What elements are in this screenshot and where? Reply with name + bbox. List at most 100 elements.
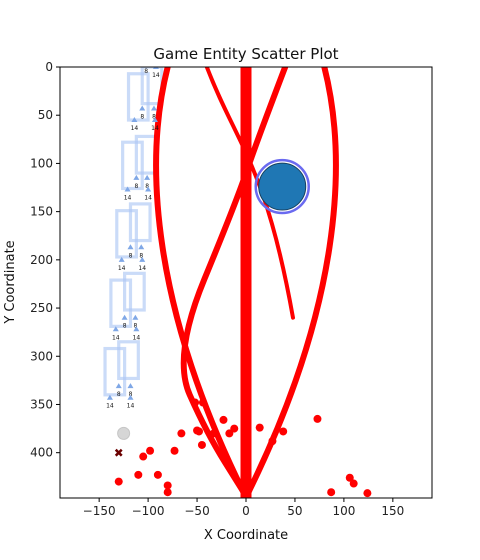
- small-triangle-marker: [144, 174, 151, 180]
- red-point: [209, 429, 218, 438]
- circle-halo: [254, 158, 310, 215]
- entity-frame: [123, 271, 146, 312]
- small-triangle-marker: [133, 174, 140, 180]
- red-point: [349, 479, 358, 488]
- marker-label: 14: [133, 334, 141, 341]
- trajectory-curve: [153, 67, 247, 495]
- marker-label: 8: [123, 323, 127, 330]
- small-triangle-marker: [143, 60, 149, 65]
- small-triangle-marker: [133, 326, 140, 332]
- entity-frame: [103, 346, 127, 397]
- red-point: [225, 429, 234, 438]
- y-tick-label: 300: [30, 349, 53, 363]
- entity-frame: [109, 278, 133, 328]
- x-tick-label: 0: [242, 504, 250, 518]
- x-tick-label: 100: [332, 504, 355, 518]
- small-triangle-marker: [139, 256, 146, 262]
- small-triangle-marker: [145, 186, 152, 192]
- red-point: [163, 481, 172, 490]
- red-point: [230, 424, 239, 433]
- entity-frame: [117, 340, 140, 381]
- small-triangle-marker: [151, 117, 158, 123]
- marker-label: 14: [131, 125, 139, 132]
- red-point: [197, 440, 206, 449]
- marker-label: 8: [144, 68, 148, 75]
- red-point: [177, 429, 186, 438]
- marker-label: 8: [133, 323, 137, 330]
- y-axis-title: Y Coordinate: [3, 240, 18, 324]
- small-triangle-marker: [127, 383, 134, 389]
- marker-label: 8: [134, 183, 138, 190]
- marker-label: 14: [106, 403, 114, 410]
- red-point: [363, 489, 372, 498]
- marker-label: 8: [145, 183, 149, 190]
- small-triangle-marker: [112, 326, 119, 332]
- marker-label: 14: [138, 265, 146, 272]
- red-point: [345, 473, 354, 482]
- x-tick-label: 50: [287, 504, 302, 518]
- red-point: [134, 470, 143, 479]
- x-tick-label: −100: [132, 504, 165, 518]
- marker-label: 14: [127, 403, 135, 410]
- trajectory-curve: [180, 67, 289, 495]
- red-point: [198, 398, 207, 407]
- hollow-marker: [240, 485, 252, 498]
- marker-label: 8: [152, 113, 156, 120]
- y-tick-label: 200: [30, 253, 53, 267]
- x-marker: [114, 448, 123, 457]
- entity-frame: [128, 202, 152, 243]
- marker-label: 8: [139, 252, 143, 259]
- red-point: [153, 470, 162, 479]
- y-tick-label: 400: [30, 446, 53, 460]
- y-tick-label: 50: [38, 108, 53, 122]
- marker-label: 14: [144, 194, 152, 201]
- small-triangle-marker: [150, 105, 157, 111]
- y-tick-label: 150: [30, 205, 53, 219]
- red-point: [191, 398, 200, 407]
- x-tick-label: −50: [184, 504, 209, 518]
- y-tick-label: 250: [30, 301, 53, 315]
- red-point: [139, 452, 148, 461]
- x-tick-label: −150: [83, 504, 116, 518]
- blue-circle-marker: [258, 162, 307, 211]
- small-triangle-marker: [124, 186, 131, 192]
- small-triangle-marker: [139, 105, 146, 111]
- chart-title: Game Entity Scatter Plot: [153, 45, 338, 63]
- y-tick-label: 100: [30, 156, 53, 170]
- trajectory-curve: [245, 67, 339, 495]
- small-triangle-marker: [118, 256, 125, 262]
- red-point: [163, 488, 172, 497]
- entity-frame: [126, 72, 150, 122]
- marker-label: 8: [140, 113, 144, 120]
- gray-circle-marker: [117, 426, 131, 440]
- red-point: [114, 477, 123, 486]
- x-axis-title: X Coordinate: [204, 528, 288, 543]
- red-point: [219, 415, 228, 424]
- red-point: [313, 414, 322, 423]
- red-point: [327, 488, 336, 497]
- red-point: [255, 423, 264, 432]
- red-point: [195, 427, 204, 436]
- x-tick-label: 150: [381, 504, 404, 518]
- small-triangle-marker: [132, 314, 139, 320]
- small-triangle-marker: [138, 244, 145, 250]
- small-triangle-marker: [121, 314, 128, 320]
- red-point: [170, 446, 179, 455]
- marker-label: 14: [124, 194, 132, 201]
- marker-label: 14: [118, 265, 126, 272]
- marker-label: 8: [117, 391, 121, 398]
- red-point: [146, 446, 155, 455]
- small-triangle-marker: [131, 117, 138, 123]
- marker-label: 14: [152, 72, 160, 79]
- marker-label: 14: [112, 334, 120, 341]
- small-triangle-marker: [127, 394, 134, 400]
- entity-frame: [115, 209, 138, 259]
- red-point: [279, 427, 288, 436]
- marker-label: 14: [151, 125, 159, 132]
- y-tick-label: 350: [30, 397, 53, 411]
- marker-label: 8: [129, 252, 133, 259]
- small-triangle-marker: [127, 244, 134, 250]
- small-triangle-marker: [106, 394, 113, 400]
